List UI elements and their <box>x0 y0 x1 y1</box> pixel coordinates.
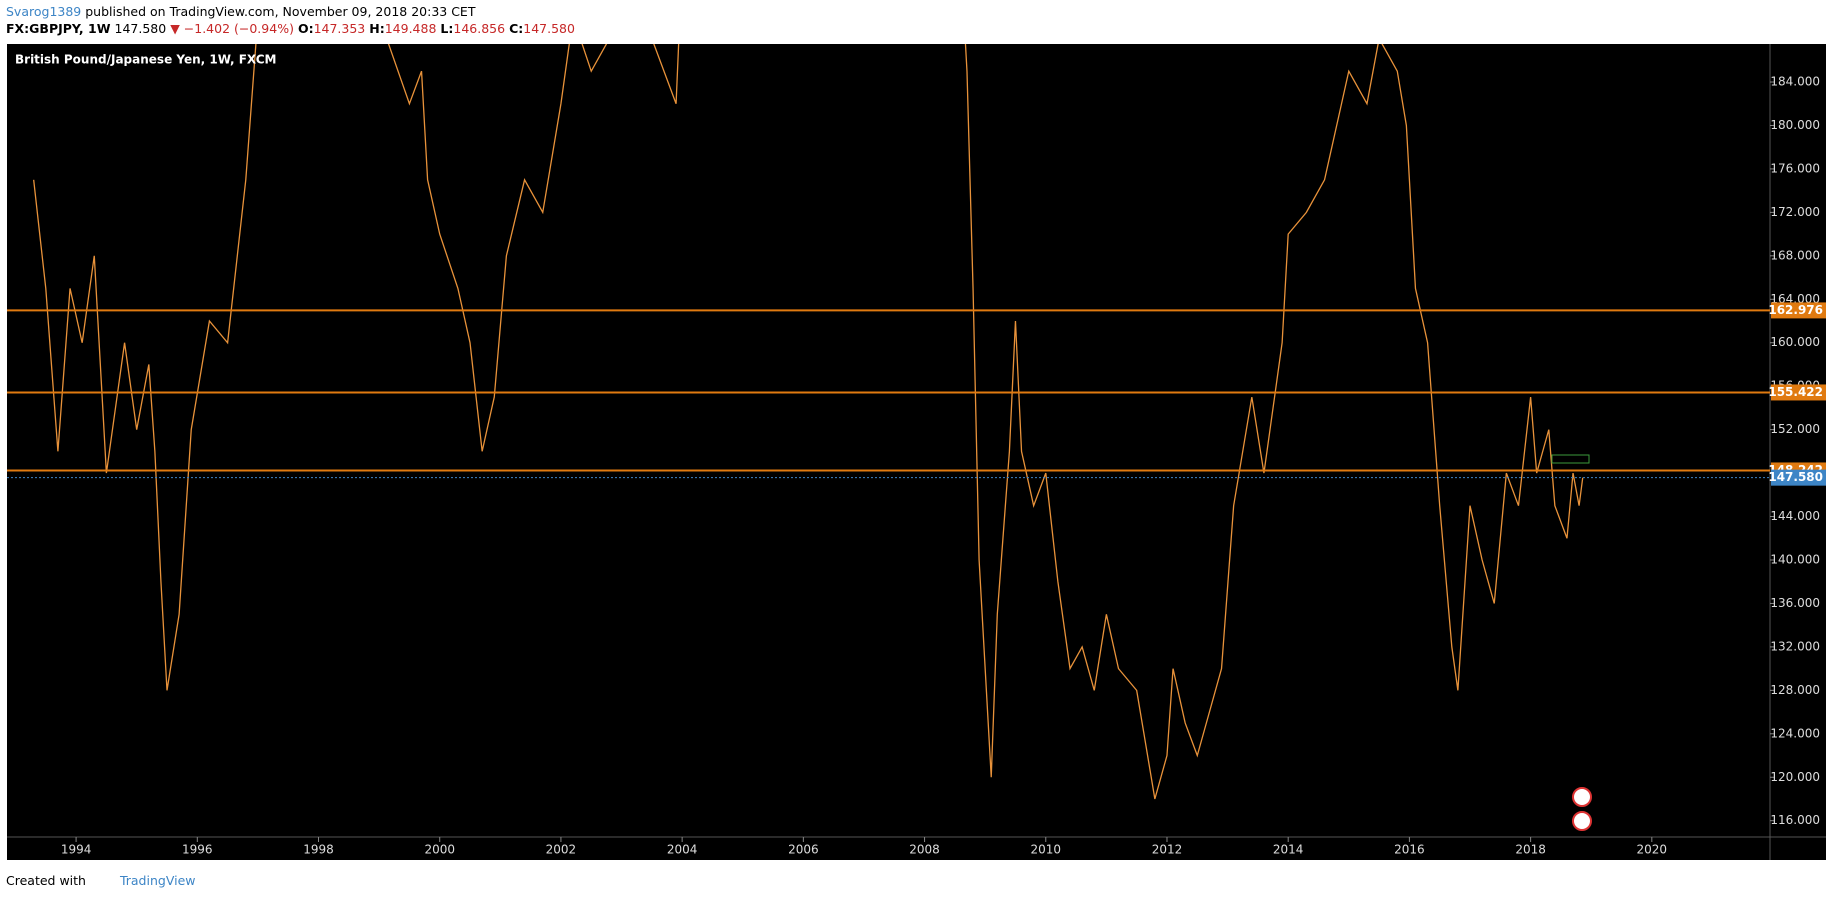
last-price-tag <box>1771 469 1826 486</box>
level-tag <box>1771 302 1826 319</box>
chart-title: British Pound/Japanese Yen, 1W, FXCM <box>15 53 277 67</box>
x-tick-label: 2008 <box>909 843 940 857</box>
drawing-rect <box>1551 454 1590 464</box>
y-tick-label: 152.000 <box>1770 422 1820 436</box>
y-tick-label: 160.000 <box>1770 335 1820 349</box>
level-label: 155.422 <box>1768 385 1823 399</box>
y-tick-label: 176.000 <box>1770 161 1820 175</box>
y-tick-label: 128.000 <box>1770 683 1820 697</box>
x-tick-label: 2012 <box>1152 843 1183 857</box>
y-tick-label: 184.000 <box>1770 75 1820 89</box>
x-tick-label: 2006 <box>788 843 819 857</box>
y-tick-label: 120.000 <box>1770 770 1820 784</box>
ohlc-value: 147.353 <box>313 21 366 36</box>
event-icon[interactable] <box>1572 811 1592 831</box>
ohlc-label: O: <box>297 21 314 36</box>
last: 147.580 <box>114 21 167 36</box>
level-tag <box>1771 384 1826 401</box>
x-tick-label: 2004 <box>667 843 698 857</box>
y-tick-label: 180.000 <box>1770 118 1820 132</box>
ohlc-value: 147.580 <box>523 21 575 36</box>
price-line <box>33 44 1584 800</box>
y-tick-label: 140.000 <box>1770 552 1820 566</box>
last-price-label: 147.580 <box>1768 470 1823 484</box>
y-tick-label: 168.000 <box>1770 248 1820 262</box>
y-tick-label: 144.000 <box>1770 509 1820 523</box>
x-tick-label: 2016 <box>1394 843 1425 857</box>
y-tick-label: 136.000 <box>1770 596 1820 610</box>
x-tick-label: 1994 <box>61 843 92 857</box>
x-tick-label: 2018 <box>1515 843 1546 857</box>
y-tick-label: 124.000 <box>1770 726 1820 740</box>
x-tick-label: 2002 <box>546 843 577 857</box>
header-line-2: FX:GBPJPY, 1W 147.580 ▼ −1.402 (−0.94%) … <box>6 21 575 36</box>
symbol: FX:GBPJPY, 1W <box>6 21 111 36</box>
header-line-1: Svarog1389 published on TradingView.com,… <box>6 4 475 19</box>
ohlc-value: 146.856 <box>453 21 506 36</box>
x-tick-label: 1996 <box>182 843 213 857</box>
author[interactable]: Svarog1389 <box>6 4 82 19</box>
published: published on TradingView.com, November 0… <box>85 4 476 19</box>
footer: Created with TradingView <box>6 873 195 888</box>
x-tick-label: 2020 <box>1637 843 1668 857</box>
brand[interactable]: TradingView <box>119 873 196 888</box>
level-label: 162.976 <box>1768 303 1823 317</box>
chart-background <box>7 44 1826 860</box>
event-icon[interactable] <box>1572 787 1592 807</box>
ohlc-label: H: <box>369 21 385 36</box>
x-tick-label: 2010 <box>1030 843 1061 857</box>
change: ▼ −1.402 (−0.94%) <box>170 21 294 36</box>
ohlc-label: C: <box>509 21 524 36</box>
y-tick-label: 172.000 <box>1770 205 1820 219</box>
created: Created with <box>6 873 86 888</box>
y-tick-label: 164.000 <box>1770 292 1820 306</box>
ohlc-label: L: <box>440 21 454 36</box>
y-tick-label: 132.000 <box>1770 639 1820 653</box>
y-tick-label: 116.000 <box>1770 813 1820 827</box>
x-tick-label: 2000 <box>424 843 455 857</box>
x-tick-label: 2014 <box>1273 843 1304 857</box>
x-tick-label: 1998 <box>303 843 334 857</box>
ohlc-value: 149.488 <box>384 21 437 36</box>
